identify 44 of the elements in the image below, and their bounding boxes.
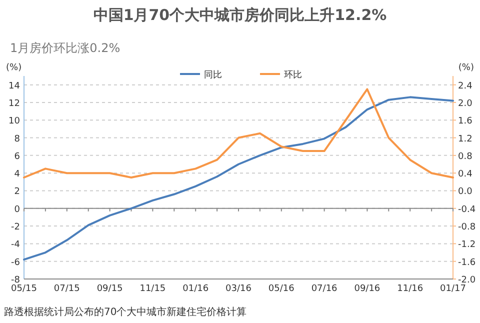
y2-tick-label: -1.6 <box>458 258 476 268</box>
text: 路透根据统计局公布的70个大中城市新建住宅价格计算 <box>4 306 247 318</box>
y-axis-title: (%) <box>6 63 22 73</box>
y-tick-label: -4 <box>11 240 20 250</box>
y-tick-label: -6 <box>11 258 20 268</box>
y-tick-label: 6 <box>14 152 20 162</box>
y-tick-label: 8 <box>14 134 20 144</box>
y2-tick-label: 1.2 <box>458 134 472 144</box>
legend-label: 同比 <box>204 70 222 80</box>
y-tick-label: 2 <box>14 187 20 198</box>
y2-tick-label: 2.4 <box>458 81 473 92</box>
line-series <box>23 96 454 261</box>
y2-tick-label: -0.4 <box>458 204 476 215</box>
legend-label: 环比 <box>284 70 302 80</box>
line-series <box>23 88 454 178</box>
x-tick-label: 01/17 <box>440 284 466 294</box>
y-tick-label: 12 <box>8 98 20 109</box>
chart-subtitle: 1月房价环比涨0.2% <box>10 41 120 55</box>
y2-tick-label: -0.8 <box>458 222 476 233</box>
y-tick-label: 0 <box>14 204 20 215</box>
y-tick-label: 14 <box>8 81 20 92</box>
x-tick-label: 05/16 <box>268 284 295 294</box>
y-tick-label: -2 <box>11 222 20 233</box>
y2-tick-label: 1.6 <box>458 116 473 127</box>
y-tick-label: 4 <box>14 170 20 180</box>
y-tick-label: 10 <box>8 116 20 127</box>
x-tick-label: 09/15 <box>96 284 123 294</box>
x-tick-label: 07/16 <box>311 284 338 294</box>
x-tick-label: 11/16 <box>397 284 424 294</box>
chart-title: 中国1月70个大中城市房价同比上升12.2% <box>93 6 387 24</box>
x-tick-label: 03/16 <box>226 284 252 294</box>
y2-axis-title: (%) <box>458 63 474 73</box>
y2-tick-label: 0.0 <box>458 187 473 198</box>
x-tick-label: 11/15 <box>140 284 166 294</box>
y2-tick-label: 2.0 <box>458 98 473 109</box>
x-tick-label: 07/15 <box>54 284 80 294</box>
y2-tick-label: 0.4 <box>458 170 473 180</box>
y-tick-label: -8 <box>11 276 20 286</box>
y2-tick-label: 0.8 <box>458 152 473 162</box>
x-tick-label: 01/16 <box>182 284 209 294</box>
y2-tick-label: -1.2 <box>458 240 476 250</box>
y2-tick-label: -2.0 <box>458 276 476 286</box>
x-tick-label: 09/16 <box>354 284 380 294</box>
x-tick-label: 05/15 <box>11 284 37 294</box>
